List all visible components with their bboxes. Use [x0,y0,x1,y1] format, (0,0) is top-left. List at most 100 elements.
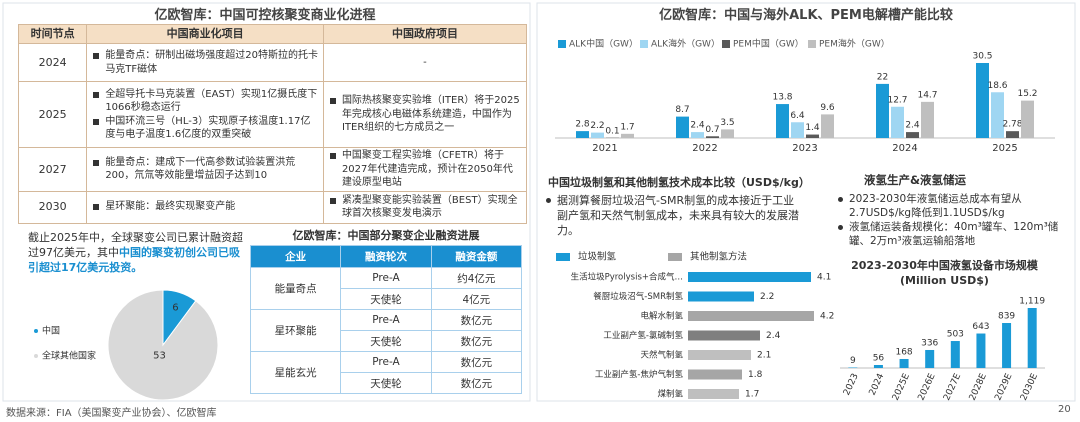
x-tick-label: 2023 [842,372,861,397]
bullet [329,197,336,204]
y-tick-label: 工业副产氢-氯碱制氢 [603,330,683,341]
bar [976,63,989,138]
item-text: - [423,56,427,68]
item: 中国环流三号（HL-3）实现原子核温度1.17亿度与电子温度1.6亿度的双重突破 [91,115,319,142]
value-label: 9 [850,356,856,366]
item-text: 中国环流三号（HL-3）实现原子核温度1.17亿度与电子温度1.6亿度的双重突破 [105,115,311,141]
item: 中国聚变工程实验堆（CFETR）将于2027年代建造完成，预计在2050年代建设… [328,149,522,190]
x-tick-label: 2024 [868,372,887,397]
funding-row: 天使轮 4亿元 [251,288,523,310]
x-tick-label: 2025E [891,372,912,402]
bar [921,101,934,138]
legend-marker [34,329,38,333]
y-tick-label: 餐厨垃圾沼气-SMR制氢 [593,291,683,302]
bar [873,364,883,368]
value-label: 839 [998,312,1015,322]
y-tick-label: 工业副产氢-焦炉气制氢 [595,369,684,380]
page-number: 20 [1058,404,1071,415]
item: 能量奇点：建成下一代高参数试验装置洪荒200，氘氚等效能量增益因子达到10 [91,156,319,183]
value-label: 503 [947,330,964,340]
header-cell: 中国商业化项目 [86,24,324,44]
section-title: 液氢生产&液氢储运 [863,173,967,187]
y-tick-label: 电解水制氢 [640,311,683,322]
value-label: 30.5 [972,52,992,62]
legend-label: 全球其他国家 [42,350,96,362]
left-panel [2,2,531,402]
bar [676,116,689,138]
value-label: 168 [895,347,912,357]
bar [691,132,704,138]
year-cell: 2027 [17,147,88,192]
header-cell: 企业 [249,245,342,268]
value-label: 2.2 [590,121,604,131]
item: 国际热核聚变实验堆（ITER）将于2025年完成核心电磁体系统建造，中国作为IT… [328,94,522,135]
funding-cell: 天使轮 [340,372,432,394]
annotation-text: 据测算餐厨垃圾沼气-SMR制氢的成本接近于工业副产氢和天然气制氢成本，未来具有较… [557,194,799,237]
panel-title: 亿欧智库：中国与海外ALK、PEM电解槽产能比较 [659,8,953,23]
funding-cell: 约4亿元 [430,267,523,289]
item-text: 全超导托卡马克装置（EAST）实现1亿摄氏度下1066秒稳态运行 [105,88,318,114]
item-cell: 能量奇点：建成下一代高参数试验装置洪荒200，氘氚等效能量增益因子达到10 [86,147,324,192]
value-label: 2.8 [575,120,590,130]
value-label: 1.8 [748,370,763,380]
table-title: 亿欧智库：中国部分聚变企业融资进展 [292,229,480,242]
value-label: 4.1 [817,273,831,283]
bar [906,132,919,138]
value-label: 2.4 [766,331,781,341]
value-label: 18.6 [987,81,1007,91]
value-label: 3.5 [720,118,734,128]
bar [950,341,960,368]
y-tick-label: 煤制氢 [657,389,683,400]
header-row: 企业 融资轮次 融资金额 [249,245,523,268]
bar [899,358,909,368]
bar [688,389,739,399]
item-cell: 国际热核聚变实验堆（ITER）将于2025年完成核心电磁体系统建造，中国作为IT… [322,81,528,148]
item-text: 国际热核聚变实验堆（ITER）将于2025年完成核心电磁体系统建造，中国作为IT… [341,95,520,134]
year-cell: 2024 [17,43,88,82]
value-label: 22 [877,72,888,82]
funding-cell: 天使轮 [340,330,432,352]
funding-cell: 数亿元 [430,351,523,373]
item-text: 紧凑型聚变能实验装置（BEST）实现全球首次核聚变发电演示 [341,194,518,220]
value-label: 643 [972,322,989,332]
legend-label: ALK中国（GW） [569,38,638,50]
bar [688,330,760,341]
value-label: 1,119 [1019,297,1045,307]
value-label: 8.7 [675,105,689,115]
header-cell: 融资轮次 [340,245,432,268]
year-cell: 2030 [17,190,88,224]
funding-row: 星环聚能 Pre-A 数亿元 [249,309,523,352]
bar [576,131,589,138]
header-cell: 中国政府项目 [322,24,528,44]
x-tick-label: 2021 [592,143,617,154]
value-label: 6.4 [790,111,805,121]
item-text: 能量奇点：建成下一代高参数试验装置洪荒200，氘氚等效能量增益因子达到10 [105,156,296,182]
value-label: 1.7 [745,390,759,400]
value-label: 12.7 [887,95,907,105]
legend-swatch [668,253,682,261]
funding-row: 能量奇点 Pre-A 约4亿元 [249,267,523,310]
timeline-row: 2024 能量奇点：研制出磁场强度超过20特斯拉的托卡马克TF磁体 - [17,43,528,82]
item: 能量奇点：研制出磁场强度超过20特斯拉的托卡马克TF磁体 [91,49,319,76]
source: 数据来源：FIA（美国聚变产业协会）、亿欧智库 [6,408,217,419]
bar [806,134,819,138]
value-label: 2.1 [757,351,771,361]
bar [621,133,634,138]
slice-label: 53 [153,350,166,361]
chart-title: 2023-2030年中国液氢设备市场规模 [851,258,1039,272]
x-tick-label: 2022 [692,143,717,154]
legend-swatch [722,40,730,48]
value-label: 2.78 [1002,120,1022,130]
x-tick-label: 2030E [1019,372,1040,402]
funding-cell: 数亿元 [430,309,523,331]
bullet [546,198,551,203]
company-cell: 星能玄光 [249,351,342,394]
funding-cell: Pre-A [340,351,432,373]
funding-row: 星能玄光 Pre-A 数亿元 [249,351,523,394]
chart-subtitle: (Million USD$) [900,274,989,287]
bar [776,104,789,138]
value-label: 9.6 [820,103,835,113]
value-label: 56 [873,353,885,363]
funding-row: 天使轮 数亿元 [251,372,523,394]
bullet-item: 液氢储运装备规模化：40m³罐车、120m³储罐、2万m³液氢运输船落地 [838,220,1070,248]
